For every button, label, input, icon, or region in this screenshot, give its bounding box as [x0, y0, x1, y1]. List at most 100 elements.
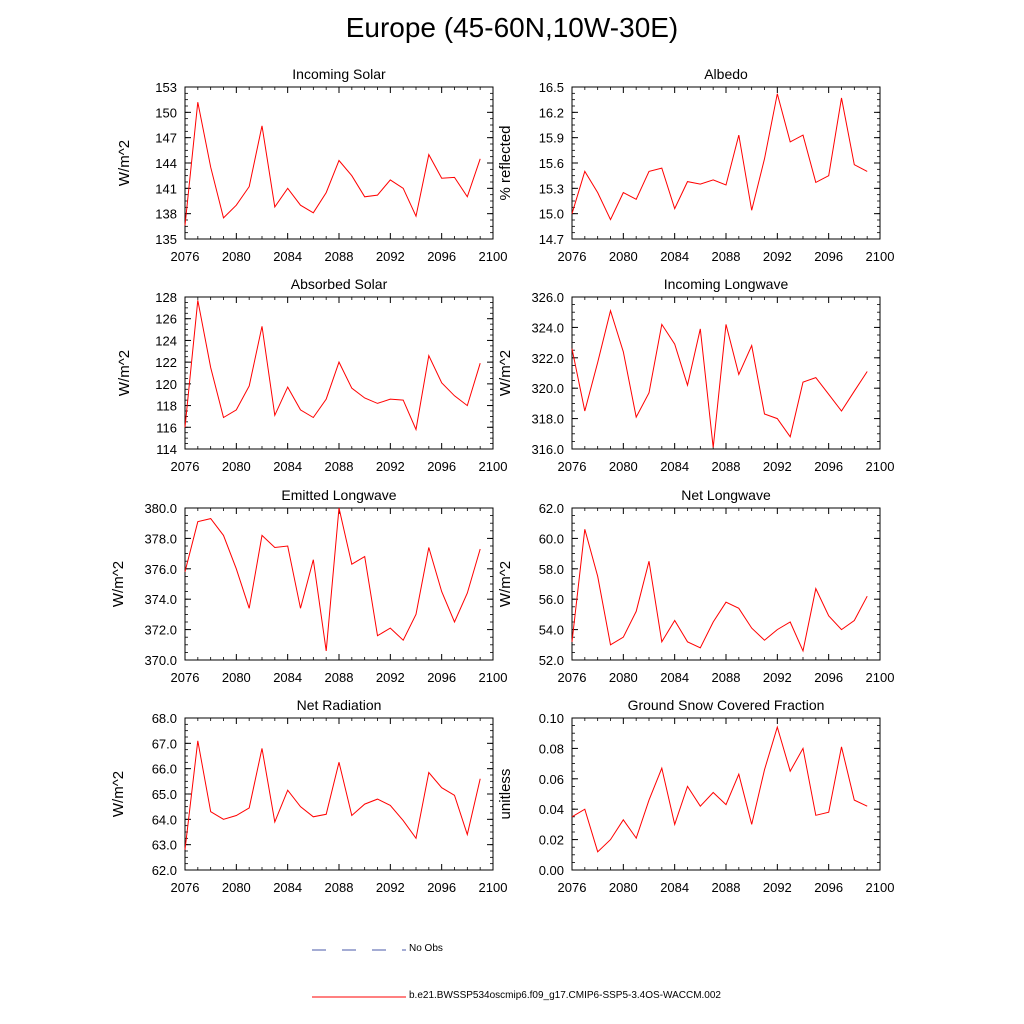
- data-point: [223, 819, 224, 820]
- data-point: [777, 629, 778, 630]
- data-point: [454, 395, 455, 396]
- x-tick-label: 2096: [814, 249, 843, 264]
- x-tick-label: 2096: [427, 670, 456, 685]
- data-point: [338, 507, 339, 508]
- y-tick-label: 0.06: [539, 772, 564, 787]
- data-point: [249, 186, 250, 187]
- data-point: [636, 838, 637, 839]
- data-point: [249, 807, 250, 808]
- panel-title: Net Longwave: [681, 487, 771, 503]
- plot-frame: [571, 296, 881, 450]
- x-tick-label: 2092: [763, 459, 792, 474]
- x-tick-label: 2084: [273, 459, 302, 474]
- y-tick-label: 153: [155, 80, 177, 95]
- x-tick-label: 2084: [660, 249, 689, 264]
- legend-no-obs-label: No Obs: [409, 943, 443, 954]
- x-tick-label: 2076: [171, 249, 200, 264]
- series-line: [184, 102, 481, 226]
- data-point: [467, 196, 468, 197]
- data-point: [480, 158, 481, 159]
- x-tick-label: 2092: [763, 670, 792, 685]
- data-point: [390, 399, 391, 400]
- data-point: [854, 800, 855, 801]
- y-tick-label: 138: [155, 207, 177, 222]
- x-tick-label: 2080: [609, 670, 638, 685]
- data-point: [584, 410, 585, 411]
- data-point: [610, 839, 611, 840]
- y-tick-label: 0.04: [539, 802, 564, 817]
- data-point: [249, 385, 250, 386]
- data-point: [338, 160, 339, 161]
- data-point: [802, 382, 803, 383]
- x-tick-label: 2076: [558, 459, 587, 474]
- y-tick-label: 150: [155, 105, 177, 120]
- data-point: [454, 795, 455, 796]
- data-point: [571, 213, 572, 214]
- y-tick-label: 374.0: [144, 592, 177, 607]
- data-point: [274, 547, 275, 548]
- data-point: [674, 620, 675, 621]
- series-line: [184, 300, 481, 432]
- x-tick-label: 2080: [222, 249, 251, 264]
- data-point: [236, 815, 237, 816]
- data-point: [197, 740, 198, 741]
- y-tick-label: 380.0: [144, 501, 177, 516]
- data-point: [610, 644, 611, 645]
- series-line: [571, 529, 868, 653]
- x-tick-label: 2092: [376, 670, 405, 685]
- data-point: [828, 175, 829, 176]
- y-tick-label: 52.0: [539, 653, 564, 668]
- panel-title: Albedo: [704, 66, 748, 82]
- series-line: [184, 740, 481, 850]
- data-point: [351, 815, 352, 816]
- data-point: [764, 769, 765, 770]
- data-point: [415, 838, 416, 839]
- y-tick-label: 65.0: [152, 787, 177, 802]
- y-tick-label: 114: [156, 442, 177, 457]
- x-tick-label: 2076: [171, 459, 200, 474]
- data-point: [441, 591, 442, 592]
- data-point: [441, 382, 442, 383]
- data-point: [403, 400, 404, 401]
- x-tick-label: 2096: [427, 459, 456, 474]
- plot-frame: [184, 296, 494, 450]
- plot-frame: [184, 86, 494, 240]
- data-point: [236, 409, 237, 410]
- data-point: [197, 102, 198, 103]
- x-tick-label: 2096: [427, 249, 456, 264]
- data-point: [854, 620, 855, 621]
- x-tick-label: 2088: [712, 880, 741, 895]
- x-tick-label: 2100: [866, 249, 895, 264]
- data-point: [623, 637, 624, 638]
- data-point: [415, 216, 416, 217]
- x-tick-label: 2088: [712, 459, 741, 474]
- data-point: [828, 394, 829, 395]
- panel-title: Incoming Solar: [292, 66, 386, 82]
- y-tick-label: 68.0: [152, 711, 177, 726]
- data-point: [300, 608, 301, 609]
- data-point: [700, 184, 701, 185]
- x-tick-label: 2092: [763, 249, 792, 264]
- y-tick-label: 126: [155, 312, 177, 327]
- data-point: [274, 821, 275, 822]
- plot-frame: [571, 717, 881, 871]
- data-point: [364, 804, 365, 805]
- data-point: [184, 571, 185, 572]
- data-point: [841, 746, 842, 747]
- data-point: [674, 208, 675, 209]
- data-point: [751, 628, 752, 629]
- data-point: [713, 792, 714, 793]
- x-tick-label: 2100: [866, 670, 895, 685]
- y-axis-label: W/m^2: [116, 350, 133, 396]
- y-tick-label: 14.7: [539, 232, 564, 247]
- data-point: [338, 762, 339, 763]
- data-point: [480, 778, 481, 779]
- data-point: [326, 650, 327, 651]
- data-point: [636, 199, 637, 200]
- data-point: [854, 164, 855, 165]
- panel-8: Ground Snow Covered Fraction 2076 2080 2084…: [497, 697, 894, 895]
- x-tick-label: 2076: [558, 249, 587, 264]
- data-point: [725, 602, 726, 603]
- data-point: [300, 806, 301, 807]
- data-point: [441, 787, 442, 788]
